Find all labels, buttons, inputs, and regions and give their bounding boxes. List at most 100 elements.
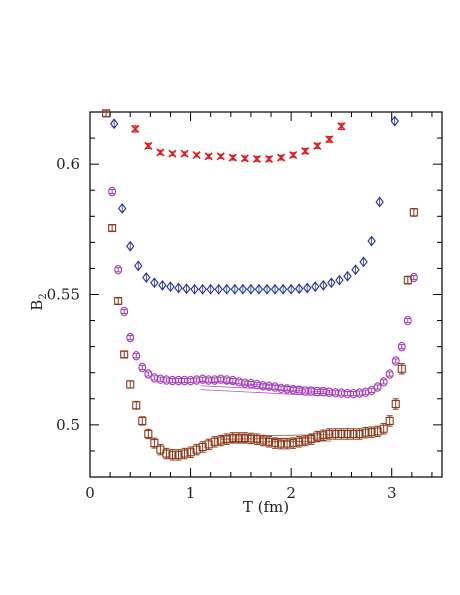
y-axis-label: B2 [28,293,49,310]
square-marker [283,439,292,448]
data-point [144,369,153,379]
data-point [210,375,219,385]
circle-marker [132,351,141,361]
x-tick-label: 1 [186,484,196,502]
diamond-marker [311,281,320,293]
data-point [277,437,286,450]
diamond-marker [359,256,368,268]
circle-marker [271,382,280,392]
data-point [182,283,191,295]
data-point [108,186,117,197]
square-marker [174,450,183,459]
data-point [204,152,213,161]
circle-marker [355,388,364,398]
circle-marker [349,388,358,399]
data-point [271,382,280,392]
data-point [355,388,364,398]
square-marker [337,429,346,439]
data-point [264,154,274,163]
circle-marker [126,332,135,343]
data-point [174,449,183,461]
plot-frame [89,111,443,478]
square-marker [373,427,382,436]
data-point [375,196,384,208]
circle-marker [319,386,328,397]
data-point [144,141,153,150]
diamond-marker [335,274,344,286]
data-point [234,432,243,444]
square-marker [277,439,286,448]
square-marker [289,439,298,448]
data-point [264,436,274,448]
data-point [335,274,344,286]
square-marker [222,435,231,444]
data-point [337,122,346,131]
data-point [150,373,159,383]
data-point [391,398,400,410]
data-point [216,434,225,447]
data-point [246,283,256,295]
data-point [277,383,286,394]
circle-marker [301,386,310,396]
square-marker [216,436,225,445]
data-point [397,341,406,352]
data-point [180,375,189,386]
data-point [158,279,167,291]
data-point [132,351,141,361]
diamond-marker [166,281,175,293]
circle-marker [307,386,316,396]
cross-marker [325,135,334,144]
circle-marker [295,385,304,395]
square-marker [258,436,268,445]
circle-marker [391,356,400,366]
cross-marker [264,154,274,163]
square-marker [355,429,364,439]
cross-marker [192,150,201,160]
data-point [240,154,249,163]
data-point [126,332,135,343]
data-marks [102,109,418,461]
square-marker [108,223,117,233]
cross-marker [337,122,346,131]
square-marker [150,439,159,448]
data-point [331,388,340,398]
circle-marker [240,378,249,388]
data-point [222,433,231,445]
data-point [222,375,231,385]
data-point [325,135,334,144]
data-point [254,283,264,295]
circle-marker [120,306,129,317]
diamond-marker [150,277,159,289]
cross-marker [252,154,262,163]
series-diamond [109,115,399,295]
circle-marker [204,375,213,385]
y-axis-label-subscript: 2 [38,293,49,299]
circle-marker [252,379,261,390]
data-point [359,256,368,268]
circle-marker [180,375,189,386]
square-marker [313,432,322,441]
square-marker [120,350,129,359]
diamond-marker [198,283,207,295]
data-point [240,378,249,388]
cross-marker [180,149,189,158]
square-marker [397,364,406,373]
diamond-marker [142,272,151,283]
square-marker [343,429,352,439]
x-tick-label: 0 [85,484,95,502]
data-point [230,283,240,295]
data-point [138,362,147,373]
data-point [174,375,183,386]
circle-marker [277,383,286,394]
square-marker [240,433,249,442]
series-cross [131,122,346,163]
data-point [343,388,352,399]
circle-marker [162,375,171,385]
circle-marker [289,384,298,395]
data-point [216,152,225,161]
data-point [228,375,237,386]
data-point [391,356,400,366]
diamond-marker [286,283,296,295]
square-marker [114,296,123,306]
data-point [131,124,140,134]
